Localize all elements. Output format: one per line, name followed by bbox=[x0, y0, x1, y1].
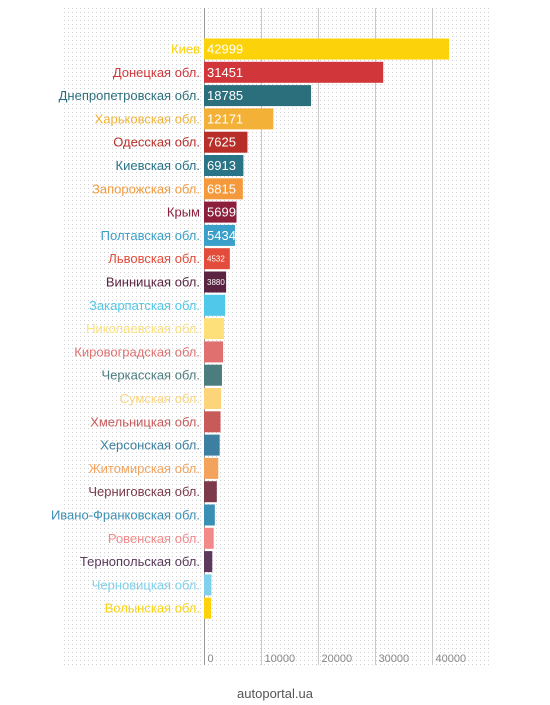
bar bbox=[204, 85, 312, 107]
bar bbox=[204, 294, 226, 316]
category-label: Черниговская обл. bbox=[88, 484, 200, 499]
bar bbox=[204, 504, 215, 526]
category-label: Киевская обл. bbox=[116, 158, 200, 173]
category-label: Волынская обл. bbox=[105, 601, 200, 616]
bar bbox=[204, 155, 244, 176]
category-label: Полтавская обл. bbox=[101, 228, 200, 243]
category-label: Кировоградская обл. bbox=[74, 344, 200, 359]
category-label: Ивано-Франковская обл. bbox=[51, 508, 200, 523]
bar bbox=[204, 597, 212, 619]
bar bbox=[204, 178, 243, 200]
value-label: 18785 bbox=[207, 88, 243, 103]
category-label: Запорожская обл. bbox=[92, 181, 200, 196]
category-label: Винницкая обл. bbox=[106, 275, 200, 290]
category-label: Херсонская обл. bbox=[100, 438, 200, 453]
source-footer: autoportal.ua bbox=[237, 686, 313, 701]
bar bbox=[204, 388, 222, 409]
category-label: Хмельницкая обл. bbox=[90, 414, 200, 429]
category-label: Крым bbox=[167, 205, 200, 220]
bar bbox=[204, 318, 224, 340]
bar bbox=[204, 341, 224, 363]
bar bbox=[204, 201, 237, 223]
category-label: Ровенская обл. bbox=[108, 531, 200, 546]
x-axis-ticks: 0 10000 20000 30000 40000 bbox=[208, 653, 467, 665]
category-label: Черновицкая обл. bbox=[92, 577, 200, 592]
x-tick-label: 0 bbox=[208, 653, 214, 665]
bar bbox=[204, 224, 235, 246]
category-label: Черкасская обл. bbox=[102, 368, 200, 383]
value-label: 5434 bbox=[207, 228, 236, 243]
category-label: Днепропетровская обл. bbox=[59, 88, 200, 103]
bar bbox=[204, 108, 274, 130]
category-label: Киев bbox=[171, 42, 200, 57]
value-label: 3880 bbox=[207, 278, 225, 287]
bar bbox=[204, 131, 248, 153]
value-label: 6913 bbox=[207, 158, 236, 173]
category-label: Николаевская обл. bbox=[86, 321, 200, 336]
value-label: 5699 bbox=[207, 205, 236, 220]
value-label: 7625 bbox=[207, 135, 236, 150]
category-label: Донецкая обл. bbox=[113, 65, 200, 80]
bar bbox=[204, 434, 220, 456]
bar bbox=[204, 364, 222, 386]
bar bbox=[204, 527, 214, 549]
bar bbox=[204, 481, 217, 503]
category-label: Житомирская обл. bbox=[89, 461, 200, 476]
value-label: 6815 bbox=[207, 181, 236, 196]
category-label: Сумская обл. bbox=[120, 391, 200, 406]
value-label: 12171 bbox=[207, 111, 243, 126]
bar bbox=[204, 574, 212, 596]
plot-background bbox=[62, 8, 490, 665]
category-label: Закарпатская обл. bbox=[89, 298, 200, 313]
value-label: 42999 bbox=[207, 42, 243, 57]
bar bbox=[204, 411, 221, 433]
x-tick-label: 40000 bbox=[436, 653, 467, 665]
category-label: Одесская обл. bbox=[113, 135, 200, 150]
category-label: Харьковская обл. bbox=[95, 111, 200, 126]
value-labels: 42999 31451 18785 12171 7625 6913 6815 5699 5434… bbox=[207, 42, 243, 288]
category-label: Тернопольская обл. bbox=[80, 554, 200, 569]
bars-group bbox=[204, 38, 449, 619]
value-label: 4532 bbox=[207, 255, 225, 264]
category-labels: Киев Донецкая обл. Днепропетровская обл. Ха… bbox=[51, 42, 200, 616]
value-label: 31451 bbox=[207, 65, 243, 80]
bar bbox=[204, 551, 213, 573]
bar bbox=[204, 38, 449, 60]
bar bbox=[204, 248, 230, 270]
x-tick-label: 20000 bbox=[322, 653, 353, 665]
category-label: Львовская обл. bbox=[108, 251, 200, 266]
bar bbox=[204, 457, 219, 479]
bar bbox=[204, 61, 384, 83]
x-tick-label: 30000 bbox=[379, 653, 410, 665]
bar bbox=[204, 271, 227, 293]
x-tick-label: 10000 bbox=[265, 653, 296, 665]
